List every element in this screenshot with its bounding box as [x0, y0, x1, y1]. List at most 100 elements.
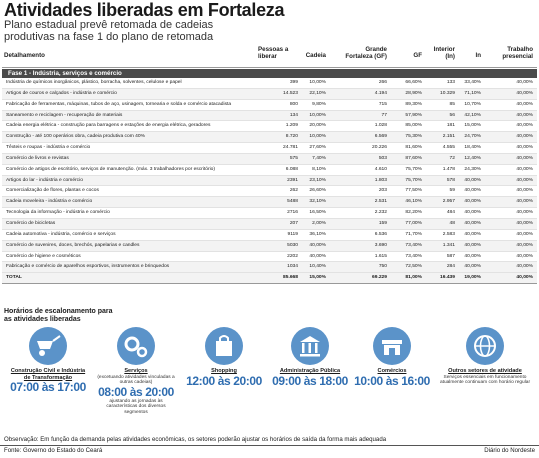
schedule-time: 08:00 às 20:00: [98, 384, 174, 399]
cell-grande: 4.194: [374, 90, 387, 96]
cell-interior: 72: [449, 155, 455, 161]
cell-cadeia: 26,60%: [309, 188, 326, 194]
schedule-shopping: Shopping 12:00 às 20:00: [184, 326, 264, 388]
cell-in: 40,00%: [464, 231, 481, 237]
wheelbarrow-icon: [29, 327, 67, 365]
schedule-label: Construção Civil e Indústria de Transfor…: [10, 368, 86, 381]
total-interior: 16.439: [440, 275, 455, 281]
cell-cadeia: 40,00%: [309, 253, 326, 259]
cell-cadeia: 10,00%: [309, 134, 326, 140]
table-row: Comércio de higiene e cosméticos 2202 40,0…: [2, 252, 537, 263]
cell-interior: 1.478: [442, 166, 455, 172]
cell-pessoas: 5488: [287, 199, 298, 205]
cell-interior: 484: [446, 210, 455, 216]
cell-name: Comércio de bicicletas: [6, 220, 56, 226]
cell-in: 71,10%: [464, 90, 481, 96]
cell-in: 40,00%: [464, 177, 481, 183]
table-row: Comércio de livros e revistas 575 7,40% 503…: [2, 153, 537, 165]
cell-in: 33,40%: [464, 80, 481, 85]
cell-grande: 750: [378, 264, 387, 270]
schedule-time: 09:00 às 18:00: [272, 373, 348, 388]
cell-trabalho: 40,00%: [516, 101, 533, 107]
schedule-desc: (excetuando atividades vinculadas a outr…: [97, 374, 175, 386]
cell-grande: 2.531: [374, 199, 387, 205]
globe-icon: [466, 327, 504, 365]
cell-cadeia: 16,50%: [309, 210, 326, 216]
source-credit: Fonte: Governo do Estado do Ceará: [4, 447, 103, 454]
cell-interior: 284: [446, 264, 455, 270]
cell-gf: 71,70%: [405, 231, 422, 237]
cell-grande: 77: [381, 112, 387, 118]
schedule-commerce: Comércios 10:00 às 16:00: [352, 326, 432, 388]
cell-grande: 1.615: [374, 253, 387, 259]
cell-trabalho: 40,00%: [516, 231, 533, 237]
cell-name: Comércio de higiene e cosméticos: [6, 253, 81, 259]
cell-in: 40,00%: [464, 220, 481, 226]
table-row: Comércio de suvenires, doces, brechós, p…: [2, 240, 537, 252]
cell-pessoas: 1.209: [285, 123, 298, 129]
table-row: Artigos de couros e calçados - indústria…: [2, 88, 537, 100]
cell-trabalho: 40,00%: [516, 90, 533, 96]
table-row: Construção - até 100 operários obra, cad…: [2, 132, 537, 144]
cell-gf: 77,50%: [405, 188, 422, 194]
cell-gf: 28,90%: [405, 90, 422, 96]
cell-pessoas: 14.523: [283, 90, 298, 96]
cell-name: Construção - até 100 operários obra, cad…: [6, 134, 145, 140]
cell-pessoas: 24.781: [283, 145, 298, 151]
cell-interior: 2.583: [442, 231, 455, 237]
table-row: Cadeia moveleira - indústria e comércio 5…: [2, 197, 537, 209]
cell-grande: 266: [378, 80, 387, 85]
table-row: Comércio de bicicletas 207 2,00% 159 77,00% 4…: [2, 218, 537, 230]
table-row: Comércio de artigos de escritório, servi…: [2, 165, 537, 176]
cell-gf: 75,70%: [405, 177, 422, 183]
cell-in: 40,00%: [464, 242, 481, 248]
cell-cadeia: 32,10%: [309, 199, 326, 205]
cell-name: Tecnologia da informação - indústria e c…: [6, 210, 110, 216]
cell-grande: 503: [378, 155, 387, 161]
cell-in: 40,00%: [464, 253, 481, 259]
cell-trabalho: 40,00%: [516, 177, 533, 183]
shopping-bag-icon: [205, 327, 243, 365]
cell-name: Cadeia automotiva - indústria, comércio …: [6, 231, 116, 237]
cell-gf: 66,60%: [405, 80, 422, 85]
total-cadeia: 15,00%: [309, 275, 326, 281]
schedule-time: 07:00 às 17:00: [10, 380, 86, 394]
observation-note: Observação: Em função da demanda pelas a…: [4, 436, 387, 443]
cell-grande: 715: [378, 101, 387, 107]
table-row: Indústria de químicos inorgânicos, plást…: [2, 78, 537, 89]
cell-interior: 10.329: [440, 90, 455, 96]
cell-grande: 4.610: [374, 166, 387, 172]
cell-gf: 81,60%: [405, 145, 422, 151]
cell-in: 40,00%: [464, 199, 481, 205]
cell-pessoas: 575: [289, 155, 298, 161]
cell-in: 24,70%: [464, 134, 481, 140]
cell-trabalho: 40,00%: [516, 253, 533, 259]
schedule-services: Serviços (excetuando atividades vinculad…: [96, 326, 176, 415]
page-title: Atividades liberadas em Fortaleza: [4, 0, 285, 20]
header-interior: Interior (In): [433, 46, 455, 60]
cell-gf: 73,40%: [405, 242, 422, 248]
cell-grande: 3.690: [374, 242, 387, 248]
cell-grande: 20.226: [372, 145, 387, 151]
cell-interior: 56: [449, 112, 455, 118]
cell-interior: 578: [446, 177, 455, 183]
cell-name: Cadeia moveleira - indústria e comércio: [6, 199, 93, 205]
schedule-label: Administração Pública: [279, 368, 341, 374]
cell-trabalho: 40,00%: [516, 145, 533, 151]
cell-pessoas: 1034: [287, 264, 298, 270]
table-row: Têxteis e roupas - indústria e comércio 2…: [2, 143, 537, 154]
header-grande-fortaleza: Grande Fortaleza (GF): [345, 46, 387, 60]
schedule-time: 12:00 às 20:00: [186, 373, 262, 388]
cell-interior: 59: [449, 188, 455, 194]
cell-pessoas: 9119: [287, 231, 298, 237]
cell-grande: 6.569: [374, 134, 387, 140]
cell-gf: 87,60%: [405, 155, 422, 161]
total-grande: 69.229: [372, 275, 387, 281]
total-pessoas: 85.668: [283, 275, 298, 281]
cell-trabalho: 40,00%: [516, 80, 533, 85]
cell-trabalho: 40,00%: [516, 242, 533, 248]
cell-cadeia: 20,00%: [309, 123, 326, 129]
cell-pessoas: 399: [289, 80, 298, 85]
table-row: Artigos do lar - indústria e comércio 239…: [2, 175, 537, 187]
cell-pessoas: 207: [289, 220, 298, 226]
